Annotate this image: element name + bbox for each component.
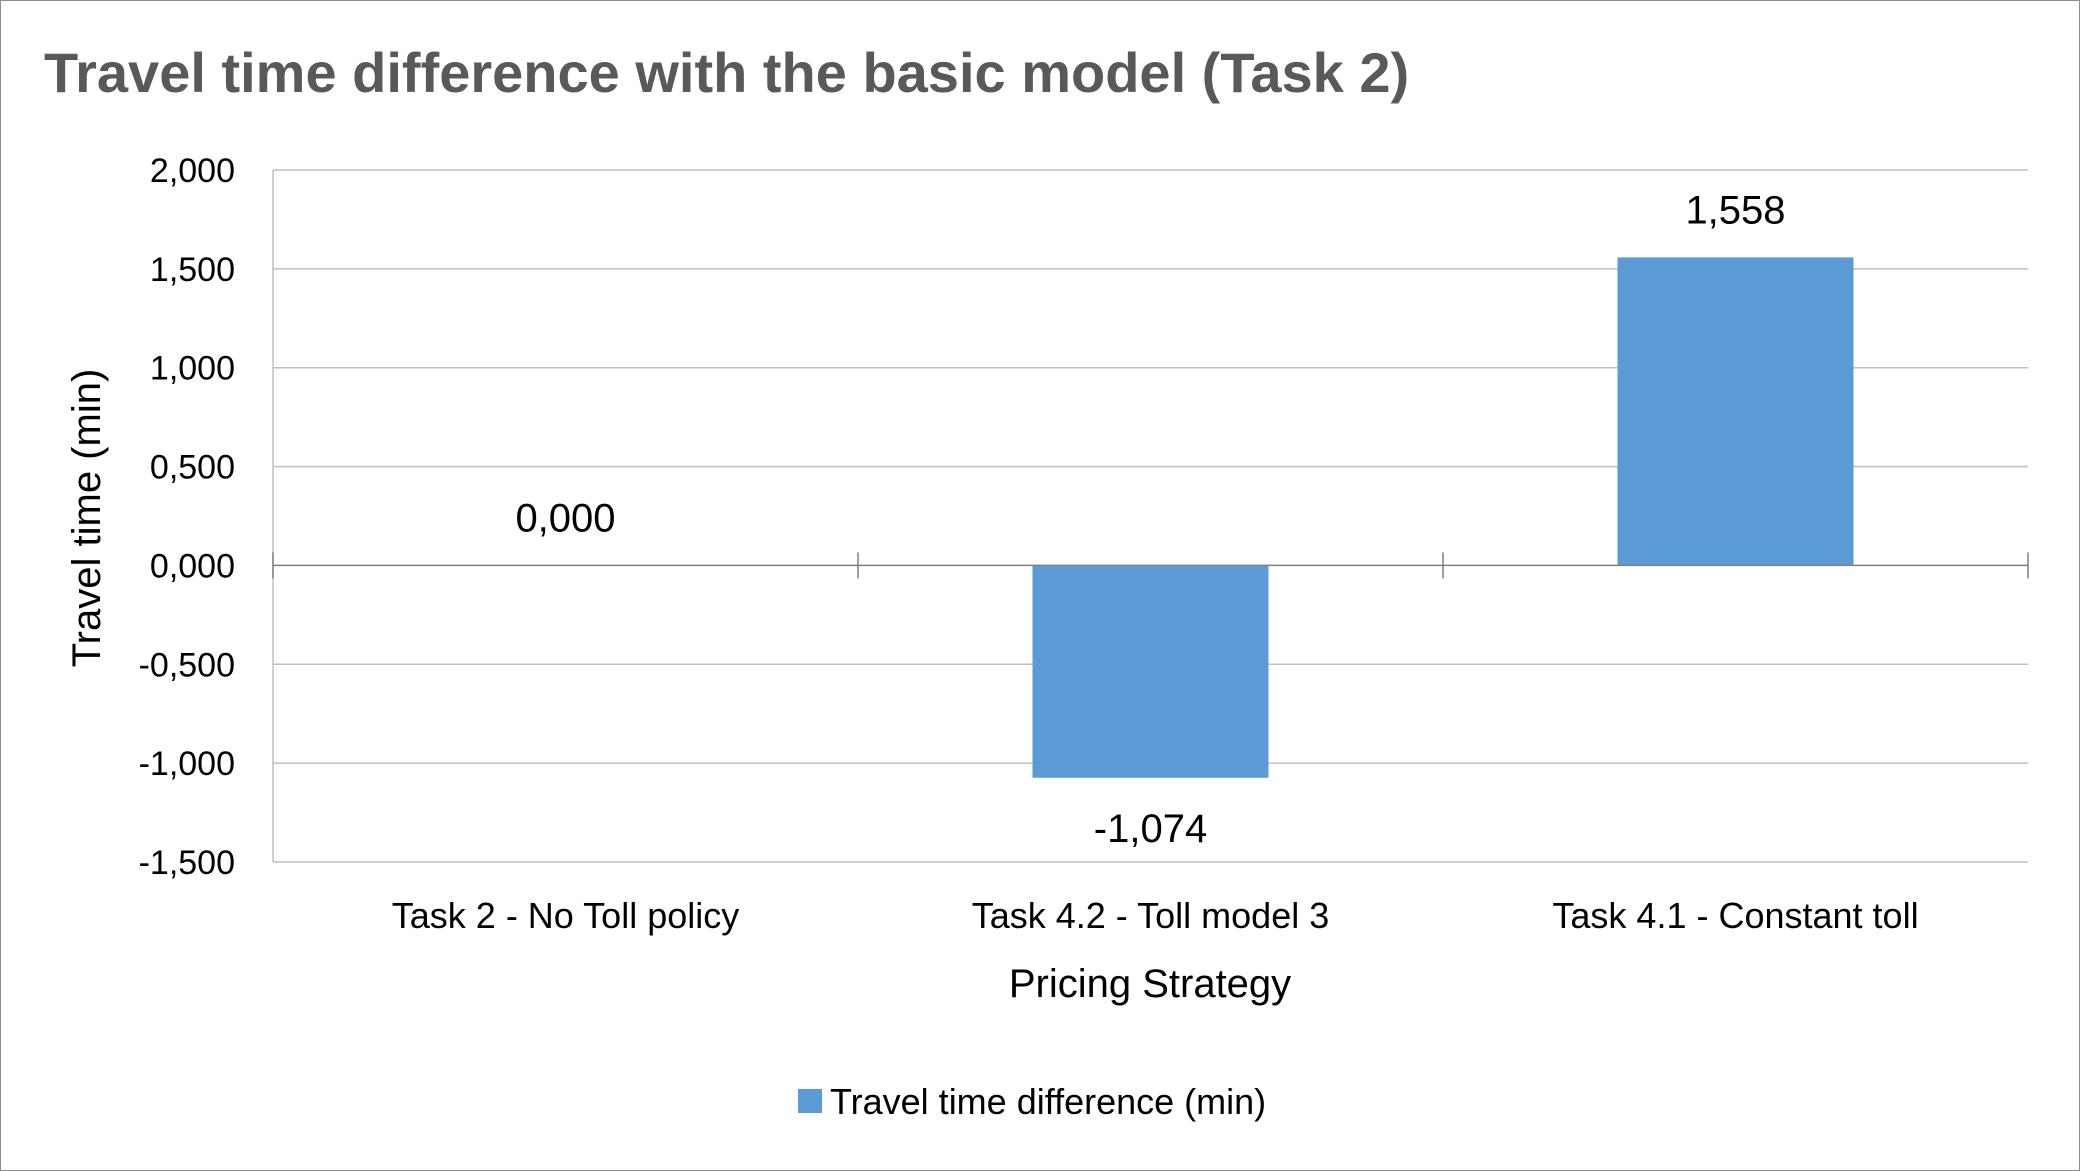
y-tick-label: -1,000: [139, 745, 235, 783]
legend-label: Travel time difference (min): [830, 1081, 1266, 1122]
y-tick-label: 0,500: [150, 449, 235, 487]
x-tick-label: Task 4.1 - Constant toll: [1552, 895, 1918, 936]
x-tick-label: Task 2 - No Toll policy: [392, 895, 739, 936]
y-tick-labels: 2,000 1,500 1,000 0,500 0,000 -0,500 -1,000 -1,…: [139, 152, 235, 882]
x-axis-title: Pricing Strategy: [1009, 962, 1291, 1006]
y-tick-label: 2,000: [150, 152, 235, 190]
legend: Travel time difference (min): [798, 1081, 1266, 1122]
y-tick-label: -0,500: [139, 646, 235, 684]
y-axis-title: Travel time (min): [65, 369, 109, 668]
y-tick-label: -1,500: [139, 844, 235, 882]
data-label: -1,074: [1094, 807, 1207, 851]
chart-title: Travel time difference with the basic mo…: [44, 41, 1410, 104]
data-label: 0,000: [515, 496, 615, 540]
bar: [1617, 257, 1854, 566]
data-labels: 0,000 -1,074 1,558: [515, 188, 1785, 850]
axes: [272, 170, 2029, 862]
legend-swatch: [798, 1089, 822, 1113]
bars: [1032, 257, 1854, 778]
bar: [1032, 565, 1269, 778]
data-label: 1,558: [1685, 188, 1785, 232]
x-tick-labels: Task 2 - No Toll policy Task 4.2 - Toll m…: [392, 895, 1919, 936]
x-tick-label: Task 4.2 - Toll model 3: [972, 895, 1330, 936]
y-tick-label: 0,000: [150, 547, 235, 585]
y-tick-label: 1,000: [150, 350, 235, 388]
y-tick-label: 1,500: [150, 251, 235, 289]
